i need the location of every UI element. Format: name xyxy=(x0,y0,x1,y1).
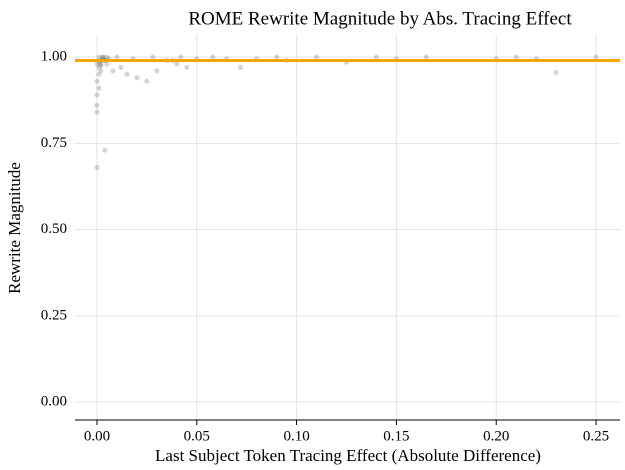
point xyxy=(274,54,280,60)
point xyxy=(150,54,156,60)
point xyxy=(423,54,429,60)
x-tick-label: 0.15 xyxy=(383,428,409,444)
point xyxy=(174,61,180,67)
x-tick-label: 0.25 xyxy=(583,428,609,444)
point xyxy=(94,78,100,84)
point xyxy=(104,54,110,60)
point xyxy=(94,109,100,115)
point xyxy=(94,164,100,170)
x-tick-label: 0.20 xyxy=(483,428,509,444)
point xyxy=(94,61,100,67)
point xyxy=(134,75,140,81)
point xyxy=(124,71,130,77)
point xyxy=(314,54,320,60)
point xyxy=(373,54,379,60)
point xyxy=(94,102,100,108)
point xyxy=(184,64,190,70)
point xyxy=(98,68,104,74)
x-axis-label: Last Subject Token Tracing Effect (Absol… xyxy=(155,446,541,465)
x-tick-label: 0.05 xyxy=(184,428,210,444)
point xyxy=(178,54,184,60)
point xyxy=(98,63,104,69)
point xyxy=(144,78,150,84)
point xyxy=(100,54,106,60)
point xyxy=(102,147,108,153)
point xyxy=(96,85,102,91)
y-axis-label: Rewrite Magnitude xyxy=(5,162,24,294)
point xyxy=(100,54,106,60)
chart-title: ROME Rewrite Magnitude by Abs. Tracing E… xyxy=(188,8,572,29)
point xyxy=(513,54,519,60)
point xyxy=(104,61,110,67)
y-tick-label: 0.00 xyxy=(41,393,67,409)
y-tick-label: 1.00 xyxy=(41,49,67,65)
point xyxy=(210,54,216,60)
point xyxy=(96,54,102,60)
point xyxy=(114,54,120,60)
y-tick-label: 0.25 xyxy=(41,307,67,323)
point xyxy=(238,64,244,70)
point xyxy=(94,92,100,98)
point xyxy=(154,68,160,74)
point xyxy=(96,64,102,70)
x-tick-label: 0.00 xyxy=(84,428,110,444)
point xyxy=(96,71,102,77)
x-tick-label: 0.10 xyxy=(283,428,309,444)
point xyxy=(593,54,599,60)
point xyxy=(110,68,116,74)
y-tick-label: 0.50 xyxy=(41,221,67,237)
y-tick-label: 0.75 xyxy=(41,135,67,151)
point xyxy=(553,70,559,76)
point xyxy=(98,61,104,67)
point xyxy=(118,64,124,70)
